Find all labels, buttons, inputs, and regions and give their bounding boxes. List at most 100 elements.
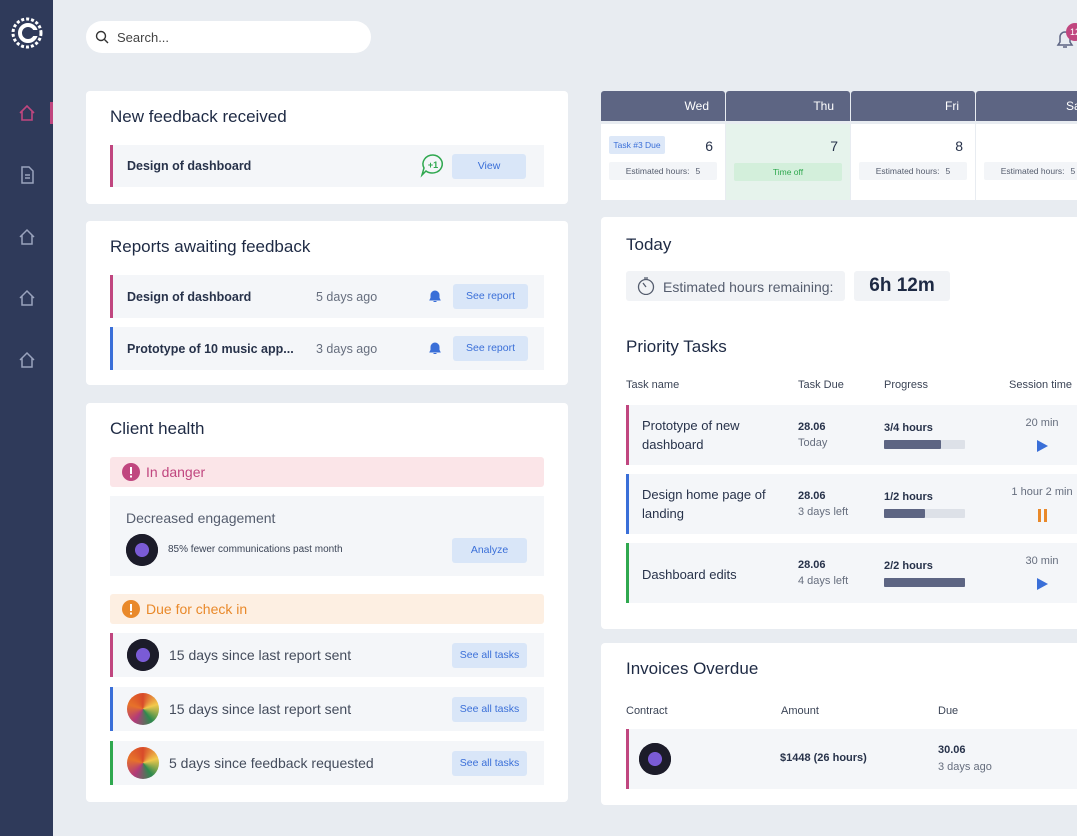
pause-button[interactable] [1035,508,1049,522]
home-icon[interactable] [18,228,36,246]
banner-label: In danger [146,464,206,480]
feedback-badge: +1 [427,160,439,170]
chat-icon [420,154,443,178]
notification-badge: 12 [1066,23,1077,41]
estimate-chip: Estimated hours: 5 [984,162,1077,180]
task-row[interactable]: Design home page of landing 28.06 3 days… [626,474,1077,534]
view-button[interactable]: View [452,154,526,179]
danger-banner: In danger [110,457,544,487]
progress-track [884,509,965,518]
progress-label: 2/2 hours [884,560,933,572]
session-time: 30 min [1025,555,1059,567]
estimate-label: Estimated hours: [1000,166,1065,176]
card-title: Client health [110,419,205,438]
progress-fill [884,509,925,518]
day-header: Sat [976,91,1077,121]
estimate-value: 5 [695,166,701,176]
card-title: Today [626,235,672,254]
day-cell[interactable]: Estimated hours: 5 [976,124,1077,200]
invoices-card: Invoices Overdue Contract Amount Due $1448… [601,643,1077,805]
see-all-tasks-button[interactable]: See all tasks [452,643,527,668]
see-report-button[interactable]: See report [453,284,528,309]
day-header: Thu [726,91,850,121]
task-chip[interactable]: Task #3 Due [609,136,665,154]
column-header: Task name [626,379,680,391]
section-title: Priority Tasks [626,337,727,356]
task-date: 28.06 [798,559,826,571]
timer-icon [637,277,655,295]
see-all-tasks-button[interactable]: See all tasks [452,751,527,776]
estimate-label: Estimated hours: [625,166,690,176]
client-avatar [127,747,159,779]
home-icon[interactable] [18,289,36,307]
item-time: 3 days ago [316,342,378,356]
estimate-chip: Estimated hours: 5 [859,162,967,180]
home-icon[interactable] [18,104,36,122]
remaining-value: 6h 12m [854,271,950,301]
progress-label: 1/2 hours [884,491,933,503]
check-in-row: 15 days since last report sent See all t… [110,633,544,677]
banner-label: Due for check in [146,601,248,617]
column-header: Progress [884,379,929,391]
day-cell[interactable]: 7 Time off [726,124,850,200]
remaining-box: Estimated hours remaining: [626,271,845,301]
task-due: Today [798,437,828,449]
task-date: 28.06 [798,421,826,433]
day-cell[interactable]: 8 Estimated hours: 5 [851,124,975,200]
analyze-button[interactable]: Analyze [452,538,527,563]
check-in-banner: Due for check in [110,594,544,624]
alert-icon [122,600,140,618]
client-health-card: Client health In danger Decreased engage… [86,403,568,802]
reports-card: Reports awaiting feedback Design of dash… [86,221,568,385]
column-header: Session time [1009,379,1072,391]
danger-item: Decreased engagement 85% fewer communica… [110,496,544,576]
task-row[interactable]: Prototype of new dashboard 28.06 Today 3… [626,405,1077,465]
client-avatar [639,743,671,775]
home-icon[interactable] [18,351,36,369]
item-text: 15 days since last report sent [169,701,352,717]
logo [11,17,43,49]
see-report-button[interactable]: See report [453,336,528,361]
estimate-value: 5 [1070,166,1076,176]
day-cell[interactable]: 6 Task #3 Due Estimated hours: 5 [601,124,725,200]
feedback-card: New feedback received Design of dashboar… [86,91,568,204]
task-due: 3 days left [798,506,849,518]
client-avatar [126,534,158,566]
progress-track [884,578,965,587]
card-title: New feedback received [110,107,287,126]
task-name: Design home page of landing [642,487,766,521]
day-date: 8 [955,138,963,154]
document-icon[interactable] [18,166,36,184]
client-avatar [127,693,159,725]
invoice-row[interactable]: $1448 (26 hours) 30.06 3 days ago [626,729,1077,789]
bell-icon [429,290,441,302]
task-row[interactable]: Dashboard edits 28.06 4 days left 2/2 ho… [626,543,1077,603]
day-date: 6 [705,138,713,154]
search-box[interactable]: Search... [86,21,371,53]
column-header: Due [938,705,959,717]
day-header: Fri [851,91,975,121]
see-all-tasks-button[interactable]: See all tasks [452,697,527,722]
today-card: Today Estimated hours remaining: 6h 12m … [601,217,1077,629]
bell-icon [429,342,441,354]
item-title: Decreased engagement [126,510,276,526]
card-title: Reports awaiting feedback [110,237,311,256]
check-in-row: 5 days since feedback requested See all … [110,741,544,785]
item-name: Prototype of 10 music app... [127,342,294,356]
search-placeholder: Search... [117,30,170,45]
play-button[interactable] [1035,439,1049,453]
session-time: 1 hour 2 min [1011,486,1073,498]
search-icon [95,30,109,44]
progress-fill [884,578,965,587]
item-text: 15 days since last report sent [169,647,352,663]
column-header: Contract [626,705,668,717]
item-name: Design of dashboard [127,159,252,173]
task-date: 28.06 [798,490,826,502]
report-row: Design of dashboard 5 days ago See repor… [110,275,544,318]
task-name: Dashboard edits [642,567,737,582]
card-title: Invoices Overdue [626,659,759,678]
estimate-value: 5 [945,166,951,176]
item-name: Design of dashboard [127,290,252,304]
play-button[interactable] [1035,577,1049,591]
